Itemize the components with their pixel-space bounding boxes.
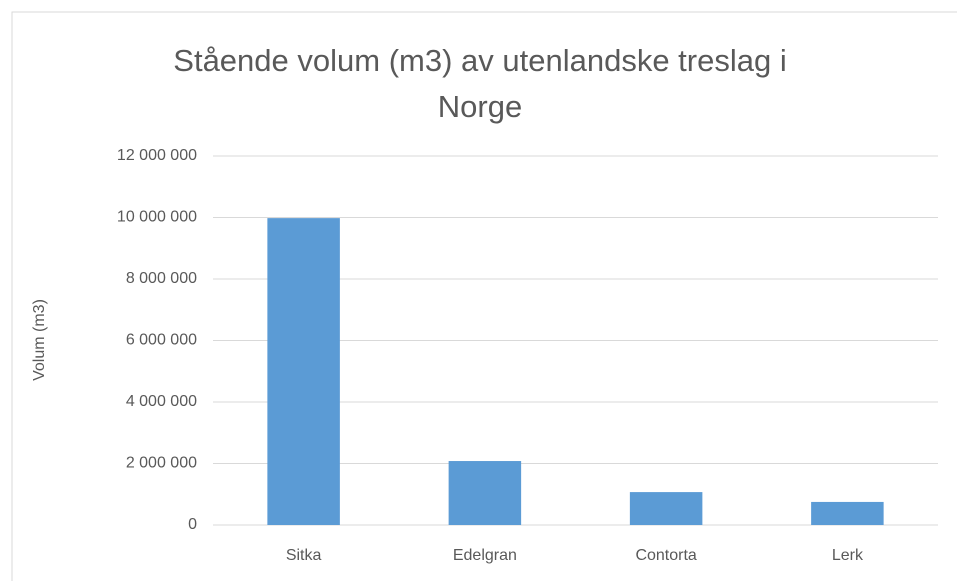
- x-tick-label: Contorta: [635, 547, 696, 564]
- y-tick-label: 12 000 000: [117, 147, 197, 164]
- y-axis-label: Volum (m3): [31, 299, 48, 381]
- bar: [629, 492, 703, 525]
- x-tick-label: Lerk: [832, 547, 864, 564]
- y-tick-label: 6 000 000: [126, 332, 197, 349]
- x-tick-label: Sitka: [286, 547, 322, 564]
- y-tick-label: 8 000 000: [126, 270, 197, 287]
- y-tick-label: 10 000 000: [117, 209, 197, 226]
- bar: [811, 501, 884, 525]
- bar: [267, 218, 340, 526]
- chart-border: [11, 11, 957, 581]
- x-tick-label: Edelgran: [453, 547, 517, 564]
- bar: [448, 461, 522, 525]
- chart-title: Stående volum (m3) av utenlandske tresla…: [173, 43, 787, 124]
- y-tick-label: 0: [188, 516, 197, 533]
- y-tick-label: 4 000 000: [126, 393, 197, 410]
- y-tick-label: 2 000 000: [126, 455, 197, 472]
